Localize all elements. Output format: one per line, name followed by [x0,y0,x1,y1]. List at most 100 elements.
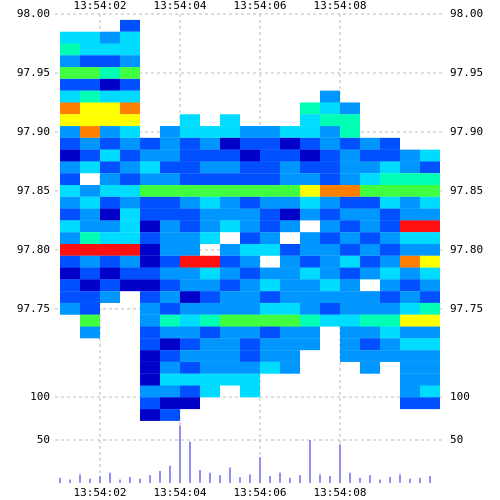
heat-cell [380,185,400,197]
heat-cell [140,173,160,186]
heat-cell [60,67,80,79]
heat-cell [60,267,80,280]
volume-bar [159,470,161,483]
heat-cell [280,208,300,221]
heat-cell [420,373,440,386]
heat-cell [260,291,280,303]
heat-cell [240,361,260,374]
heat-cell [120,220,140,233]
heat-cell [420,208,440,221]
heat-cell [80,149,100,162]
heat-cell [340,173,360,186]
heat-cell [60,279,80,292]
heat-cell [300,161,320,174]
heat-cell [240,267,260,280]
heat-cell [380,196,400,209]
heat-cell [420,243,440,256]
heat-cell [180,314,200,327]
heat-cell [380,137,400,150]
heat-cell [300,314,320,327]
heat-cell [200,232,220,244]
volume-tick-label: 50 [450,433,463,446]
heat-cell [100,67,120,79]
volume-bar [99,476,101,483]
heat-cell [400,338,420,351]
volume-bar [289,477,291,483]
heat-cell [120,185,140,197]
heat-cell [340,232,360,244]
volume-bar [299,475,301,483]
heat-cell [400,255,420,268]
heat-cell [220,114,240,127]
heat-cell [300,149,320,162]
heat-cell [380,173,400,186]
heat-cell [260,208,280,221]
heat-cell [80,326,100,339]
heat-cell [120,149,140,162]
heat-cell [260,243,280,256]
heat-cell [420,279,440,292]
heat-cell [200,149,220,162]
heat-cell [280,161,300,174]
heat-cell [260,314,280,327]
volume-bar [409,478,411,483]
heat-cell [380,232,400,244]
heat-cell [400,149,420,162]
heat-cell [60,102,80,115]
heat-cell [100,31,120,44]
heat-cell [160,185,180,197]
heat-cell [400,361,420,374]
y-tick-label: 97.90 [450,125,483,138]
heat-cell [240,350,260,362]
heat-cell [300,267,320,280]
volume-tick-label: 100 [450,390,470,403]
heat-cell [200,267,220,280]
heat-cell [160,314,180,327]
heat-cell [340,267,360,280]
heat-cell [80,196,100,209]
heat-cell [300,208,320,221]
heat-cell [360,338,380,351]
heat-cell [320,291,340,303]
heat-cell [280,137,300,150]
heat-cell [180,126,200,138]
heat-cell [300,255,320,268]
heat-cell [200,373,220,386]
heat-cell [260,338,280,351]
heat-cell [340,102,360,115]
volume-bar [279,472,281,483]
y-tick-label: 97.75 [17,302,50,315]
volume-bar [229,467,231,483]
heat-cell [200,350,220,362]
heat-cell [220,314,240,327]
heat-cell [120,78,140,91]
heat-cell [80,302,100,315]
heat-cell [80,102,100,115]
heat-cell [420,326,440,339]
heat-cell [220,338,240,351]
heat-cell [200,326,220,339]
heat-cell [380,267,400,280]
heat-cell [140,196,160,209]
heat-cell [100,90,120,103]
heat-cell [420,302,440,315]
heat-cell [380,161,400,174]
heat-cell [180,161,200,174]
heat-cell [160,373,180,386]
heat-cell [60,208,80,221]
heat-cell [180,397,200,410]
heat-cell [120,161,140,174]
heat-cell [220,149,240,162]
heat-cell [100,102,120,115]
heat-cell [60,196,80,209]
x-tick-label: 13:54:08 [314,486,367,499]
heat-cell [240,279,260,292]
heat-cell [220,302,240,315]
volume-bar [369,475,371,483]
heat-cell [420,350,440,362]
heat-cell [160,173,180,186]
volume-bar [349,472,351,483]
heat-cell [340,255,360,268]
x-tick-label: 13:54:06 [234,0,287,12]
heat-cell [140,338,160,351]
